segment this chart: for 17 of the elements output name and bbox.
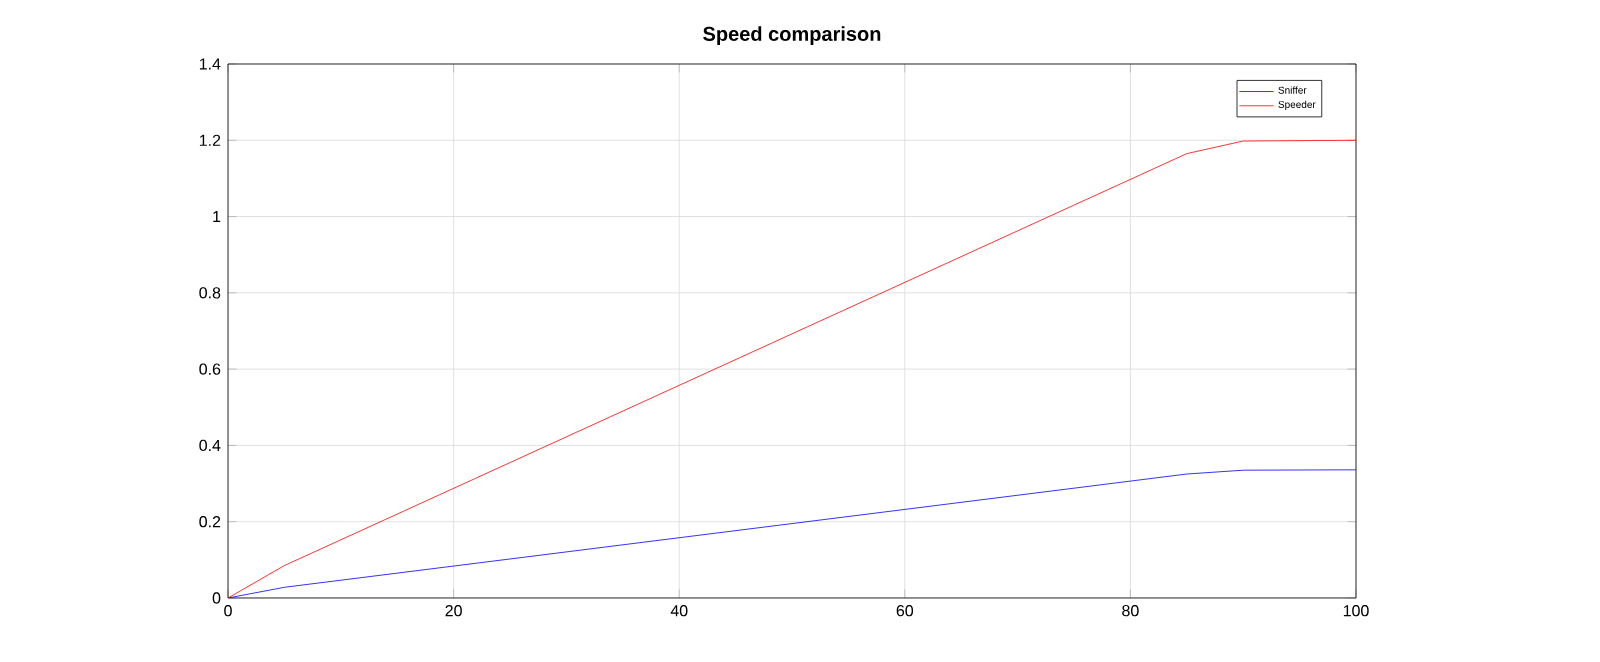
- x-tick-label: 40: [670, 605, 688, 617]
- y-tick-label: 0.2: [199, 516, 221, 528]
- y-tick-label: 1: [213, 211, 221, 223]
- y-tick-label: 1.4: [199, 58, 221, 70]
- line-series: [228, 139, 1356, 598]
- line-series: [228, 469, 1356, 598]
- chart-title: Speed comparison: [703, 26, 881, 45]
- x-tick-label: 20: [445, 605, 462, 617]
- y-tick-label: 0: [212, 592, 221, 604]
- y-tick-label: 0.4: [199, 439, 221, 452]
- y-tick-label: 0.8: [199, 287, 221, 299]
- y-tick-label: 1.2: [199, 134, 221, 146]
- x-tick-label: 100: [1343, 605, 1369, 617]
- x-tick-label: 0: [224, 605, 232, 617]
- x-tick-label: 80: [1122, 605, 1139, 617]
- x-tick-label: 60: [896, 605, 914, 617]
- y-tick-label: 0.6: [199, 363, 221, 375]
